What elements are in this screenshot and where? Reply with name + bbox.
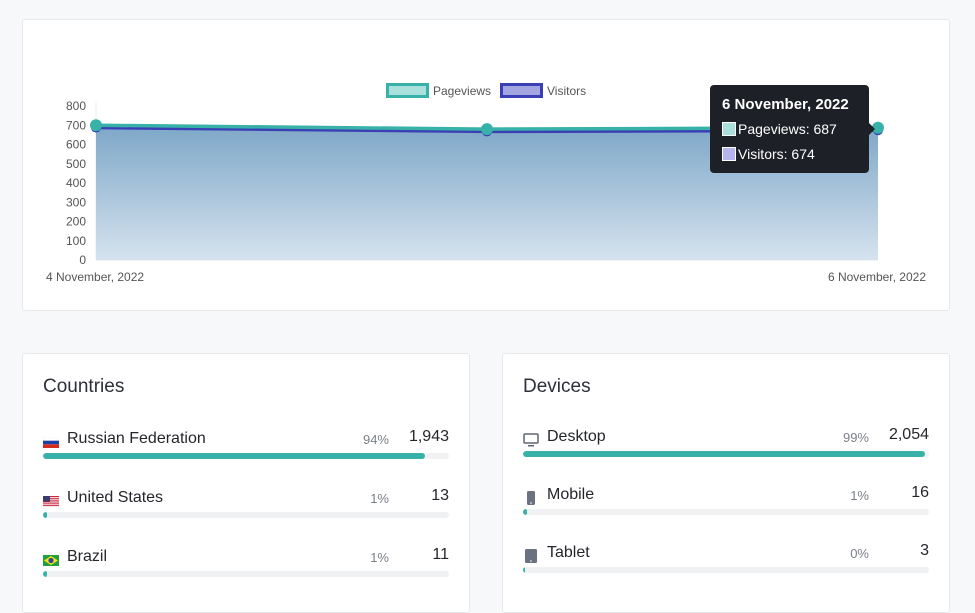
y-tick-label: 500	[66, 157, 86, 171]
pageviews-point	[90, 119, 102, 132]
countrie-row[interactable]: Russian Federation 94% 1,943	[42, 426, 449, 466]
legend-label-visitors: Visitors	[547, 84, 586, 98]
row-percent: 0%	[850, 546, 869, 561]
row-name: Russian Federation	[67, 430, 206, 447]
row-count: 2,054	[888, 426, 929, 443]
x-tick-label: 4 November, 2022	[46, 270, 144, 284]
device-row[interactable]: Tablet 0% 3	[523, 540, 929, 580]
tooltip-visitors: Visitors: 674	[722, 146, 815, 162]
flag-br-icon	[43, 553, 59, 566]
flag-ru-icon	[42, 435, 60, 448]
row-name: Tablet	[547, 544, 590, 561]
progress-fill	[523, 567, 525, 573]
row-count: 1,943	[408, 428, 449, 445]
row-name: United States	[67, 489, 164, 506]
y-tick-label: 400	[66, 176, 86, 190]
progress-fill	[523, 509, 528, 515]
legend-swatch-pageviews	[386, 83, 429, 98]
row-percent: 1%	[850, 488, 869, 503]
row-percent: 99%	[842, 430, 869, 445]
devices-panel: Devices Desktop 99% 2,054 Mobile 1% 16 T…	[502, 353, 950, 613]
row-name: Mobile	[547, 486, 595, 503]
y-tick-label: 700	[66, 118, 86, 132]
tooltip-pageviews: Pageviews: 687	[722, 121, 837, 137]
progress-track	[523, 509, 929, 515]
y-tick-label: 0	[79, 253, 86, 267]
y-tick-label: 200	[66, 215, 86, 229]
countrie-row[interactable]: United States 1% 13	[43, 485, 449, 525]
row-name: Desktop	[547, 428, 606, 445]
row-percent: 94%	[362, 432, 389, 447]
row-percent: 1%	[370, 550, 389, 565]
row-count: 11	[432, 546, 449, 563]
row-percent: 1%	[370, 491, 389, 506]
progress-track	[523, 451, 929, 457]
row-count: 13	[431, 487, 449, 504]
progress-fill	[43, 453, 425, 459]
row-count: 16	[911, 484, 929, 501]
mobile-icon	[523, 491, 539, 505]
visitors-area	[96, 127, 878, 260]
progress-track	[43, 512, 449, 518]
countries-panel: Countries Russian Federation 94% 1,943 U…	[22, 353, 470, 613]
legend-swatch-visitors	[500, 83, 543, 98]
tablet-icon	[523, 549, 539, 563]
desktop-icon	[523, 433, 539, 447]
y-tick-label: 600	[66, 138, 86, 152]
progress-fill	[523, 451, 925, 457]
legend-label-pageviews: Pageviews	[433, 84, 491, 98]
progress-track	[523, 567, 929, 573]
countries-title: Countries	[43, 376, 125, 397]
row-count: 3	[920, 542, 929, 559]
progress-fill	[43, 571, 48, 577]
pageviews-point	[872, 121, 884, 134]
x-tick-label: 6 November, 2022	[828, 270, 926, 284]
device-row[interactable]: Mobile 1% 16	[523, 482, 929, 522]
tooltip-title: 6 November, 2022	[722, 96, 849, 113]
y-tick-label: 800	[66, 99, 86, 113]
progress-fill	[43, 512, 48, 518]
countrie-row[interactable]: Brazil 1% 11	[43, 544, 449, 584]
device-row[interactable]: Desktop 99% 2,054	[523, 424, 929, 464]
progress-track	[43, 453, 449, 459]
devices-title: Devices	[523, 376, 591, 397]
pageviews-point	[481, 123, 493, 136]
row-name: Brazil	[67, 548, 108, 565]
flag-us-icon	[43, 494, 59, 507]
progress-track	[43, 571, 449, 577]
traffic-chart: 0 100 200 300 400 500 600 700 800 4 November, 202…	[46, 83, 926, 284]
y-tick-label: 300	[66, 195, 86, 209]
y-tick-label: 100	[66, 234, 86, 248]
chart-tooltip: 6 November, 2022 Pageviews: 687 Visitors…	[710, 85, 875, 173]
